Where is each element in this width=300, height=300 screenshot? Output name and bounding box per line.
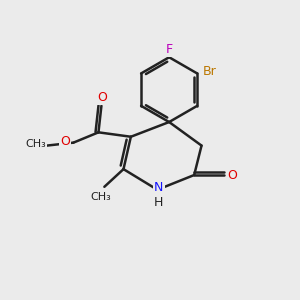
Text: CH₃: CH₃ — [91, 192, 111, 202]
Text: O: O — [227, 169, 237, 182]
Text: O: O — [97, 91, 107, 104]
Text: N: N — [154, 181, 164, 194]
Text: O: O — [60, 135, 70, 148]
Text: CH₃: CH₃ — [26, 139, 46, 149]
Text: F: F — [166, 43, 173, 56]
Text: H: H — [154, 196, 164, 208]
Text: Br: Br — [203, 65, 216, 79]
